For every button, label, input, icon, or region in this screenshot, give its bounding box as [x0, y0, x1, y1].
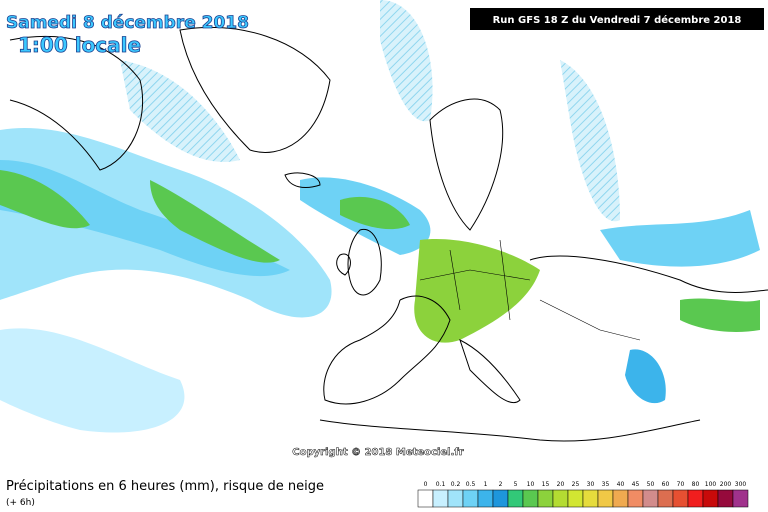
legend-swatch	[462, 489, 479, 508]
legend-swatch	[597, 489, 614, 508]
legend-label: 35	[602, 481, 610, 488]
coastline	[319, 419, 701, 442]
legend-label: 60	[662, 481, 670, 488]
legend-swatch	[612, 489, 629, 508]
legend-label: 300	[735, 481, 747, 488]
legend-label: 40	[617, 481, 625, 488]
precip-area	[414, 239, 540, 343]
legend-swatch	[552, 489, 569, 508]
coastline	[179, 27, 331, 153]
legend-swatch	[657, 489, 674, 508]
footer-title: Précipitations en 6 heures (mm), risque …	[6, 479, 324, 494]
coastline	[529, 255, 768, 293]
map-date: Samedi 8 décembre 2018	[6, 13, 249, 33]
legend: 0 0.1 0.2 0.5 1 2 5 10 15 20 25 30 35 40 45 50 60 70 80 100…	[417, 481, 749, 508]
precip-area	[600, 210, 760, 267]
precip-area	[150, 180, 280, 263]
legend-label: 80	[692, 481, 700, 488]
coastline	[9, 35, 144, 171]
legend-label: 0.1	[436, 481, 446, 488]
legend-swatch	[732, 489, 749, 508]
run-box	[470, 8, 764, 30]
legend-label: 50	[647, 481, 655, 488]
legend-swatch	[642, 489, 659, 508]
legend-swatch	[627, 489, 644, 508]
coastline	[323, 295, 451, 405]
precip-area	[625, 349, 666, 404]
legend-label: 15	[542, 481, 550, 488]
legend-label: 200	[720, 481, 732, 488]
legend-label: 0.5	[466, 481, 476, 488]
legend-swatch	[417, 489, 434, 508]
legend-label: 10	[527, 481, 535, 488]
legend-swatch	[687, 489, 704, 508]
coastline	[336, 253, 351, 276]
legend-swatch	[702, 489, 719, 508]
snow-risk-area	[560, 60, 620, 222]
legend-swatch	[582, 489, 599, 508]
footer-subtitle: (+ 6h)	[6, 498, 35, 508]
legend-swatch	[477, 489, 494, 508]
legend-label: 1	[484, 481, 488, 488]
legend-label: 5	[514, 481, 518, 488]
precip-area	[0, 328, 185, 433]
coastline	[284, 172, 321, 188]
legend-label: 0.2	[451, 481, 461, 488]
legend-swatch	[537, 489, 554, 508]
legend-swatch	[447, 489, 464, 508]
legend-label: 30	[587, 481, 595, 488]
snow-risk-area	[380, 0, 433, 122]
legend-label: 2	[499, 481, 503, 488]
precip-area	[680, 298, 760, 332]
coastline	[347, 228, 382, 296]
legend-swatch	[507, 489, 524, 508]
legend-swatch	[717, 489, 734, 508]
legend-swatch	[522, 489, 539, 508]
legend-label: 25	[572, 481, 580, 488]
coastline	[429, 98, 504, 231]
legend-label: 70	[677, 481, 685, 488]
map	[0, 0, 768, 442]
legend-label: 45	[632, 481, 640, 488]
precip-area	[0, 170, 90, 229]
legend-swatch	[672, 489, 689, 508]
run-info: Run GFS 18 Z du Vendredi 7 décembre 2018	[493, 14, 742, 26]
coastline	[459, 339, 521, 404]
snow-risk-area	[120, 60, 240, 162]
legend-swatch	[492, 489, 509, 508]
border	[419, 239, 641, 341]
legend-swatch	[432, 489, 449, 508]
legend-label: 0	[424, 481, 428, 488]
map-time: 1:00 locale	[18, 33, 141, 57]
precip-area	[340, 196, 410, 230]
legend-swatch	[567, 489, 584, 508]
copyright: Copyright © 2018 Meteociel.fr	[292, 447, 463, 458]
legend-label: 20	[557, 481, 565, 488]
legend-label: 100	[705, 481, 717, 488]
